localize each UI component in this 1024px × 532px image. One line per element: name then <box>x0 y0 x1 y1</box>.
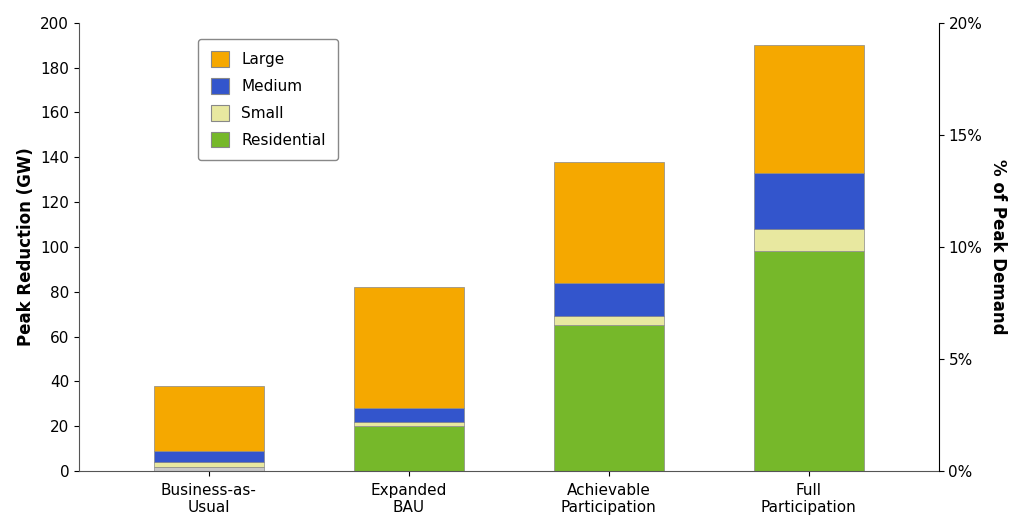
Bar <box>754 173 864 229</box>
Bar <box>154 462 264 467</box>
Y-axis label: Peak Reduction (GW): Peak Reduction (GW) <box>16 147 35 346</box>
Bar <box>354 409 464 422</box>
Bar <box>754 252 864 471</box>
Bar <box>554 317 664 326</box>
Bar <box>754 45 864 173</box>
Bar <box>554 283 664 317</box>
Y-axis label: % of Peak Demand: % of Peak Demand <box>989 159 1008 335</box>
Bar <box>154 386 264 451</box>
Bar <box>354 422 464 426</box>
Bar <box>154 467 264 471</box>
Bar <box>554 162 664 283</box>
Bar <box>754 229 864 252</box>
Bar <box>154 451 264 462</box>
Bar <box>354 426 464 471</box>
Bar <box>554 326 664 471</box>
Legend: Large, Medium, Small, Residential: Large, Medium, Small, Residential <box>199 39 338 160</box>
Bar <box>354 287 464 409</box>
